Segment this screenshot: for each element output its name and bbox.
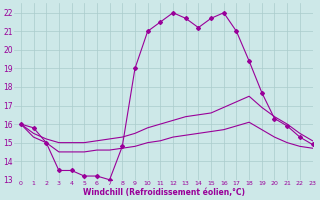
X-axis label: Windchill (Refroidissement éolien,°C): Windchill (Refroidissement éolien,°C) — [83, 188, 244, 197]
